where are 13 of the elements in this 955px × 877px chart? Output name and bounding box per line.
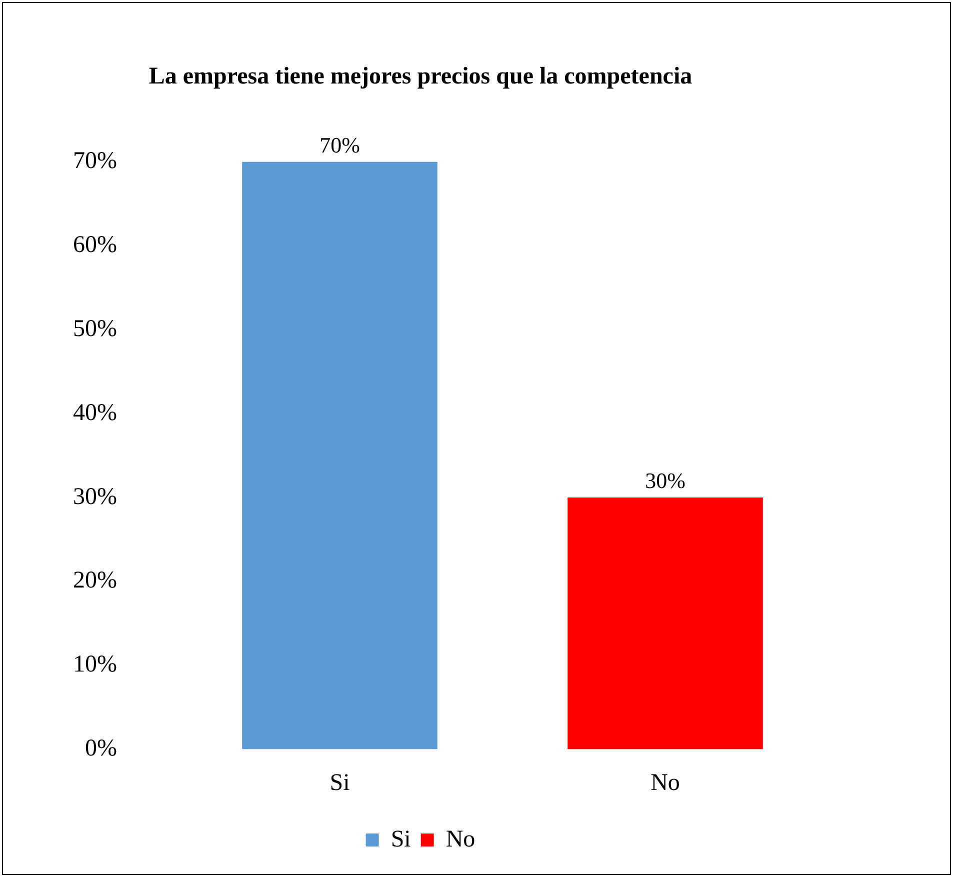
y-tick-label: 20% (72, 568, 117, 594)
data-label: 30% (645, 468, 686, 494)
y-tick-label: 60% (72, 232, 117, 258)
y-tick-label: 10% (72, 652, 117, 678)
y-tick-label: 40% (72, 400, 117, 426)
y-tick-label: 70% (72, 148, 117, 174)
legend-label: No (446, 826, 476, 852)
y-tick-label: 50% (72, 316, 117, 342)
y-tick-label: 30% (72, 484, 117, 510)
data-label: 70% (320, 132, 360, 158)
y-tick-label: 0% (84, 735, 117, 762)
legend-label: Si (390, 826, 412, 852)
chart-title: La empresa tiene mejores precios que la competencia (148, 64, 692, 90)
